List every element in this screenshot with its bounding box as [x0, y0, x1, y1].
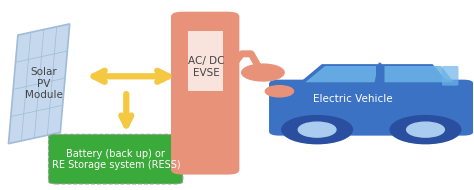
Circle shape: [390, 116, 461, 144]
FancyBboxPatch shape: [269, 80, 474, 136]
Text: AC/ DC
EVSE: AC/ DC EVSE: [188, 56, 225, 78]
Circle shape: [298, 122, 336, 137]
Text: Solar
PV
Module: Solar PV Module: [25, 67, 63, 100]
Circle shape: [282, 116, 353, 144]
Text: Battery (back up) or
RE Storage system (RESS): Battery (back up) or RE Storage system (…: [52, 149, 180, 170]
Circle shape: [242, 64, 284, 81]
FancyBboxPatch shape: [188, 31, 223, 91]
Polygon shape: [384, 66, 454, 82]
FancyBboxPatch shape: [442, 66, 458, 86]
Text: Electric Vehicle: Electric Vehicle: [313, 94, 392, 104]
FancyBboxPatch shape: [171, 12, 239, 175]
Polygon shape: [298, 64, 449, 84]
Circle shape: [265, 86, 293, 97]
Polygon shape: [305, 66, 376, 82]
Circle shape: [407, 122, 444, 137]
Polygon shape: [9, 24, 70, 144]
FancyBboxPatch shape: [48, 134, 183, 184]
